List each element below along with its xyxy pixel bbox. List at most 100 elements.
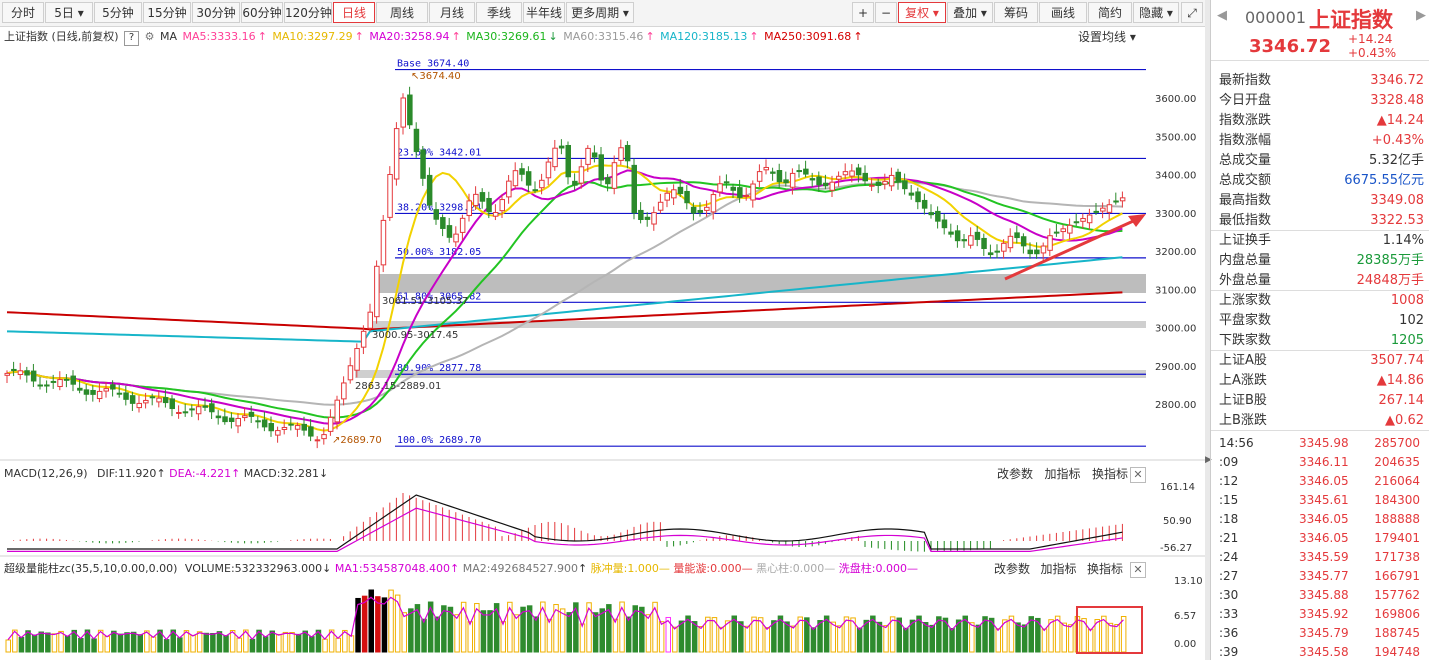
hide-dropdown[interactable]: 隐藏 ▾ <box>1133 2 1179 23</box>
switch-indicator-button[interactable]: 换指标 <box>1091 467 1128 481</box>
candle-body <box>261 419 268 428</box>
volume-bar <box>889 616 896 653</box>
fib-label: Base 3674.40 <box>397 59 469 70</box>
kline-chart[interactable]: 3600.00 3500.00 3400.00 3300.00 3200.00 3100.… <box>0 46 1205 660</box>
zoom-in-button[interactable]: + <box>852 2 874 23</box>
candle-body <box>209 403 215 413</box>
fib-label: 61.80% 3065.82 <box>397 291 481 302</box>
volume-bar <box>1015 622 1021 653</box>
volume-bar <box>295 633 302 653</box>
candle-body <box>202 405 208 408</box>
more-periods-dropdown[interactable]: 更多周期 ▾ <box>566 2 634 23</box>
candle-body <box>519 168 525 175</box>
volume-axis-label: 0.00 <box>1174 639 1196 650</box>
period-tab-weekly[interactable]: 周线 <box>376 2 428 23</box>
candle-body <box>756 171 763 182</box>
edit-params-button[interactable]: 改参数 <box>997 467 1034 481</box>
period-tab-daily[interactable]: 日线 <box>333 2 375 23</box>
down-arrow-icon: ↓ <box>318 467 329 480</box>
volume-bar <box>328 629 335 653</box>
prev-stock-icon[interactable]: ◀ <box>1217 8 1227 23</box>
candle-body <box>176 411 182 414</box>
volume-bar <box>507 601 513 653</box>
tick-row: :21 3346.05 179401 <box>1211 528 1429 548</box>
fullscreen-icon[interactable]: ⤢ <box>1181 2 1203 23</box>
volume-bar <box>731 615 737 653</box>
period-tab-15min[interactable]: 15分钟 <box>143 2 191 23</box>
price-change-pct: +0.43% <box>1348 46 1397 60</box>
tick-row: :30 3345.88 157762 <box>1211 585 1429 605</box>
period-tab-5min[interactable]: 5分钟 <box>94 2 142 23</box>
volume-bar <box>210 633 216 653</box>
close-icon[interactable]: ✕ <box>1130 467 1146 483</box>
close-icon[interactable]: ✕ <box>1130 562 1146 578</box>
zoom-out-button[interactable]: − <box>875 2 897 23</box>
volume-bar <box>929 624 935 653</box>
volume-bar <box>797 616 803 653</box>
pulse-value: 脉冲量:1.000 <box>590 562 659 575</box>
volume-value: VOLUME:532332963.000 <box>184 562 323 575</box>
candle-body <box>393 128 400 180</box>
tick-price: 3345.88 <box>1299 588 1349 602</box>
candle-body <box>37 384 43 387</box>
draw-line-button[interactable]: 画线 <box>1039 2 1087 23</box>
volume-bar <box>573 602 579 653</box>
candle-body <box>948 231 954 235</box>
candle-body <box>433 209 439 220</box>
edit-params-button[interactable]: 改参数 <box>994 562 1031 576</box>
gear-icon[interactable]: ⚙ <box>144 30 155 43</box>
candle-body <box>275 430 281 436</box>
switch-indicator-button[interactable]: 换指标 <box>1087 562 1124 576</box>
tick-price: 3345.58 <box>1299 645 1349 659</box>
period-tab-5day[interactable]: 5日 ▾ <box>45 2 93 23</box>
candle-body <box>506 180 512 198</box>
period-tab-fenshi[interactable]: 分时 <box>2 2 44 23</box>
volume-bar <box>262 636 269 653</box>
candle-body <box>110 384 116 390</box>
stat-value: 3322.53 <box>1370 213 1424 228</box>
overlay-dropdown[interactable]: 叠加 ▾ <box>947 2 993 23</box>
candle-body <box>44 384 50 387</box>
volume-bar <box>863 619 869 653</box>
volume-bar <box>843 616 850 653</box>
volume-bar <box>612 618 619 653</box>
stat-label: 最新指数 <box>1219 73 1272 88</box>
period-tab-120min[interactable]: 120分钟 <box>284 2 332 23</box>
volume-bar <box>672 626 678 653</box>
candle-body <box>987 252 994 256</box>
price-axis-label: 3200.00 <box>1155 247 1196 258</box>
candle-body <box>789 172 796 188</box>
volume-bar <box>355 597 361 653</box>
simple-mode-button[interactable]: 简约 <box>1088 2 1132 23</box>
volume-bar <box>870 615 876 653</box>
candle-body <box>697 209 703 213</box>
stat-row: 上证A股 3507.74 <box>1211 351 1429 371</box>
candle-body <box>1034 249 1040 255</box>
period-tab-60min[interactable]: 60分钟 <box>241 2 283 23</box>
period-tab-halfyear[interactable]: 半年线 <box>523 2 565 23</box>
period-tab-30min[interactable]: 30分钟 <box>192 2 240 23</box>
chips-button[interactable]: 筹码 <box>994 2 1038 23</box>
stat-value: 3349.08 <box>1370 193 1424 208</box>
add-indicator-button[interactable]: 加指标 <box>1040 562 1077 576</box>
next-stock-icon[interactable]: ▶ <box>1416 8 1426 23</box>
price-axis-label: 3000.00 <box>1155 324 1196 335</box>
add-indicator-button[interactable]: 加指标 <box>1044 467 1081 481</box>
volume-bar <box>678 620 685 653</box>
period-tab-quarterly[interactable]: 季线 <box>476 2 522 23</box>
volume-bar <box>1028 616 1034 653</box>
stat-label: 上证B股 <box>1219 393 1267 408</box>
candle-body <box>915 191 921 203</box>
panel-splitter[interactable]: ▶ <box>1205 0 1212 660</box>
stat-label: 上B涨跌 <box>1219 413 1267 428</box>
up-arrow-icon: ↑ <box>231 467 241 480</box>
fuquan-dropdown[interactable]: 复权 ▾ <box>898 2 946 23</box>
help-icon[interactable]: ? <box>124 31 140 46</box>
set-ma-dropdown[interactable]: 设置均线 ▾ <box>1078 30 1136 44</box>
tick-volume: 179401 <box>1374 531 1420 545</box>
candle-body <box>677 186 684 195</box>
ma30-value: MA30:3269.61 <box>466 30 547 43</box>
price-axis-label: 2800.00 <box>1155 400 1196 411</box>
tick-price: 3346.05 <box>1299 531 1349 545</box>
period-tab-monthly[interactable]: 月线 <box>429 2 475 23</box>
